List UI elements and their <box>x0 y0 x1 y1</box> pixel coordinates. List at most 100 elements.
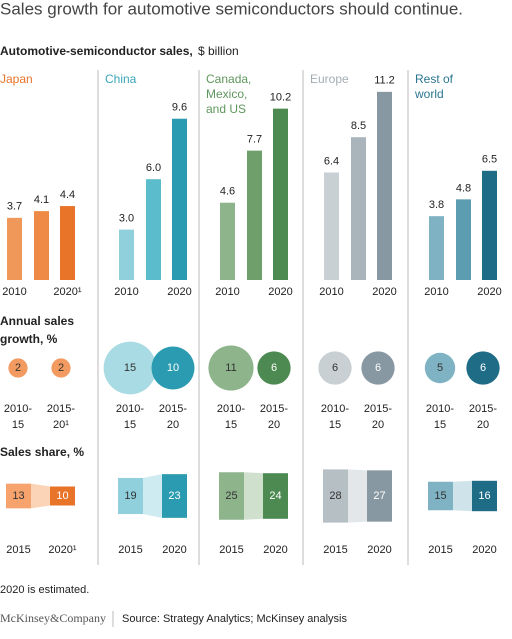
share-box <box>263 473 288 519</box>
growth-period: 2010- <box>116 403 144 415</box>
share-value: 23 <box>168 490 180 502</box>
growth-circle <box>466 351 500 385</box>
share-year: 2015 <box>118 544 142 556</box>
growth-label: Annual sales <box>0 314 74 328</box>
growth-period: 15 <box>12 419 24 431</box>
region-name: Canada, <box>206 72 251 86</box>
growth-circle <box>51 358 71 378</box>
growth-value: 2 <box>15 362 21 374</box>
bar <box>172 118 187 280</box>
region-name: Rest of <box>415 72 454 86</box>
share-band <box>453 480 472 512</box>
growth-period: 2015- <box>159 403 187 415</box>
share-year: 2015 <box>323 544 347 556</box>
bar <box>34 211 49 280</box>
region-name: China <box>105 72 137 86</box>
growth-label: growth, % <box>0 332 58 346</box>
share-label: Sales share, % <box>0 445 84 459</box>
growth-value: 6 <box>480 362 486 374</box>
share-band <box>244 472 263 520</box>
sales-unit: $ billion <box>198 44 239 58</box>
growth-period: 20 <box>167 419 179 431</box>
value-label: 4.8 <box>456 182 471 194</box>
value-label: 6.0 <box>146 162 161 174</box>
share-year: 2015 <box>219 544 243 556</box>
x-tick-label: 2020 <box>477 286 501 298</box>
bar <box>351 137 366 280</box>
value-label: 8.5 <box>351 120 366 132</box>
bar <box>247 150 262 280</box>
bar <box>456 199 471 280</box>
x-tick-label: 2020¹ <box>53 286 81 298</box>
bar <box>60 206 75 280</box>
share-year: 2020 <box>367 544 391 556</box>
bar <box>429 216 444 280</box>
share-value: 13 <box>12 490 24 502</box>
share-box <box>50 486 75 506</box>
growth-period: 20 <box>477 419 489 431</box>
share-value: 19 <box>124 490 136 502</box>
growth-period: 15 <box>124 419 136 431</box>
sales-label: Automotive-semiconductor sales, <box>0 44 193 58</box>
share-year: 2015 <box>428 544 452 556</box>
growth-period: 15 <box>329 419 341 431</box>
x-tick-label: 2010 <box>114 286 138 298</box>
share-value: 25 <box>225 490 237 502</box>
share-band <box>348 469 367 523</box>
growth-value: 6 <box>271 362 277 374</box>
bar <box>273 108 288 280</box>
region-name: Mexico, <box>206 87 247 101</box>
growth-period: 2015- <box>469 403 497 415</box>
bar <box>377 91 392 280</box>
x-tick-label: 2020 <box>372 286 396 298</box>
x-tick-label: 2010 <box>319 286 343 298</box>
region-name: Japan <box>0 72 33 86</box>
growth-value: 2 <box>58 362 64 374</box>
growth-period: 2015- <box>260 403 288 415</box>
value-label: 10.2 <box>270 92 291 104</box>
x-tick-label: 2010 <box>424 286 448 298</box>
growth-circle <box>208 345 254 391</box>
bar <box>7 217 22 280</box>
share-box <box>6 483 31 509</box>
growth-value: 6 <box>375 362 381 374</box>
growth-period: 2010- <box>217 403 245 415</box>
share-box <box>428 481 453 511</box>
x-tick-label: 2010 <box>215 286 239 298</box>
growth-value: 15 <box>124 362 136 374</box>
share-value: 15 <box>434 490 446 502</box>
region-name: world <box>414 87 444 101</box>
growth-period: 15 <box>225 419 237 431</box>
growth-circle <box>257 351 291 385</box>
growth-circle <box>361 351 395 385</box>
share-year: 2020 <box>263 544 287 556</box>
share-band <box>31 483 50 509</box>
bar <box>482 170 497 280</box>
share-box <box>472 480 497 512</box>
share-value: 24 <box>269 490 281 502</box>
share-year: 2015 <box>6 544 30 556</box>
share-band <box>143 474 162 518</box>
value-label: 9.6 <box>172 102 187 114</box>
growth-value: 11 <box>225 362 236 374</box>
growth-period: 2010- <box>321 403 349 415</box>
share-value: 27 <box>373 490 385 502</box>
value-label: 4.1 <box>34 194 49 206</box>
source: Source: Strategy Analytics; McKinsey ana… <box>122 613 347 625</box>
growth-value: 5 <box>437 362 443 374</box>
growth-period: 2015- <box>364 403 392 415</box>
bar <box>220 202 235 280</box>
share-year: 2020 <box>472 544 496 556</box>
value-label: 11.2 <box>374 75 395 87</box>
bar <box>119 229 134 280</box>
growth-period: 20 <box>372 419 384 431</box>
growth-period: 20 <box>268 419 280 431</box>
title: Sales growth for automotive semiconducto… <box>0 0 463 18</box>
growth-period: 2010- <box>4 403 32 415</box>
share-value: 16 <box>478 490 490 502</box>
share-year: 2020¹ <box>48 544 76 556</box>
footnote: 2020 is estimated. <box>0 584 89 596</box>
brand: McKinsey&Company <box>0 611 106 625</box>
x-tick-label: 2010 <box>2 286 26 298</box>
